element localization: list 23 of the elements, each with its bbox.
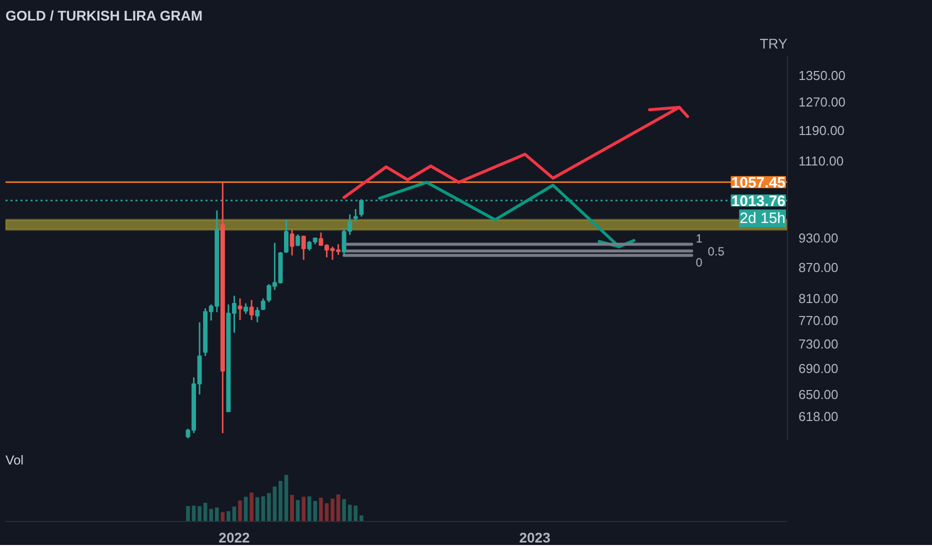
annotation: 1 bbox=[696, 231, 703, 246]
y-tick-label: 650.00 bbox=[798, 387, 838, 402]
y-axis-title: TRY bbox=[760, 36, 788, 52]
annotation: 2d 15h bbox=[740, 210, 786, 228]
y-tick-label: 870.00 bbox=[798, 260, 838, 275]
ref-line-label: 1013.76 bbox=[731, 193, 786, 210]
y-tick-label: 690.00 bbox=[798, 360, 838, 376]
y-tick-label: 1110.00 bbox=[798, 153, 844, 168]
chart-title: Vol bbox=[6, 452, 24, 468]
y-tick-label: 618.00 bbox=[798, 409, 838, 424]
x-tick-label: 2022 bbox=[218, 530, 250, 546]
annotation: 0.5 bbox=[708, 244, 725, 259]
y-tick-label: 930.00 bbox=[798, 230, 838, 246]
annotation: 0 bbox=[696, 255, 703, 270]
y-tick-label: 770.00 bbox=[798, 313, 838, 328]
y-tick-label: 810.00 bbox=[798, 290, 838, 306]
x-tick-label: 2023 bbox=[519, 530, 551, 546]
y-tick-label: 1350.00 bbox=[798, 68, 846, 83]
y-tick-label: 1270.00 bbox=[798, 94, 846, 110]
chart-title: GOLD / TURKISH LIRA GRAM bbox=[6, 8, 203, 24]
y-tick-label: 1190.00 bbox=[798, 123, 845, 138]
ref-line-label: 1057.45 bbox=[731, 174, 786, 192]
y-tick-label: 730.00 bbox=[798, 336, 838, 352]
